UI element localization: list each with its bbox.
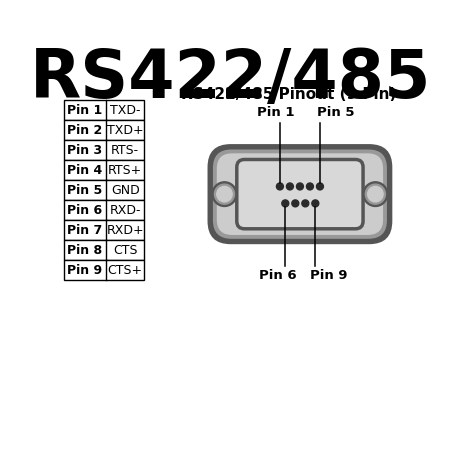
Text: Pin 4: Pin 4 [67, 164, 102, 177]
Circle shape [297, 183, 303, 190]
Circle shape [316, 183, 324, 190]
Circle shape [215, 184, 234, 204]
Text: Pin 2: Pin 2 [67, 124, 102, 137]
Bar [63, 220, 144, 240]
Bar [63, 261, 144, 280]
Bar [63, 160, 144, 180]
Bar [63, 100, 144, 120]
Text: RTS+: RTS+ [108, 164, 142, 177]
Text: Pin 6: Pin 6 [67, 204, 102, 217]
Bar [63, 180, 144, 200]
Text: TXD-: TXD- [110, 104, 140, 117]
Circle shape [217, 186, 232, 202]
Circle shape [368, 186, 383, 202]
Text: GND: GND [111, 184, 140, 197]
Circle shape [306, 183, 313, 190]
Circle shape [276, 183, 284, 190]
Text: RS422/485 Pinout (9 Pin): RS422/485 Pinout (9 Pin) [181, 87, 396, 102]
Circle shape [312, 200, 319, 207]
Circle shape [363, 182, 388, 207]
Circle shape [302, 200, 309, 207]
FancyBboxPatch shape [237, 159, 363, 229]
Text: RTS-: RTS- [111, 144, 139, 157]
FancyBboxPatch shape [207, 144, 392, 244]
Text: RS422/485: RS422/485 [30, 45, 431, 112]
Text: CTS: CTS [113, 244, 137, 257]
Bar [63, 200, 144, 220]
Text: TXD+: TXD+ [107, 124, 144, 137]
Text: Pin 5: Pin 5 [67, 184, 102, 197]
Bar [63, 240, 144, 261]
Text: Pin 7: Pin 7 [67, 224, 102, 237]
Text: Pin 1: Pin 1 [67, 104, 102, 117]
Text: CTS+: CTS+ [108, 264, 143, 277]
FancyBboxPatch shape [217, 153, 383, 235]
Bar [63, 140, 144, 160]
Text: Pin 9: Pin 9 [310, 269, 348, 282]
Circle shape [365, 184, 385, 204]
FancyBboxPatch shape [213, 149, 387, 239]
Circle shape [287, 183, 293, 190]
Circle shape [282, 200, 289, 207]
Text: Pin 1: Pin 1 [257, 107, 295, 119]
Text: Pin 3: Pin 3 [67, 144, 102, 157]
Text: Pin 9: Pin 9 [67, 264, 102, 277]
Text: RXD+: RXD+ [106, 224, 144, 237]
Text: Pin 8: Pin 8 [67, 244, 102, 257]
Text: Pin 6: Pin 6 [259, 269, 297, 282]
Bar [63, 120, 144, 140]
Circle shape [292, 200, 299, 207]
Circle shape [212, 182, 237, 207]
Text: Pin 5: Pin 5 [317, 107, 354, 119]
Text: RXD-: RXD- [109, 204, 141, 217]
